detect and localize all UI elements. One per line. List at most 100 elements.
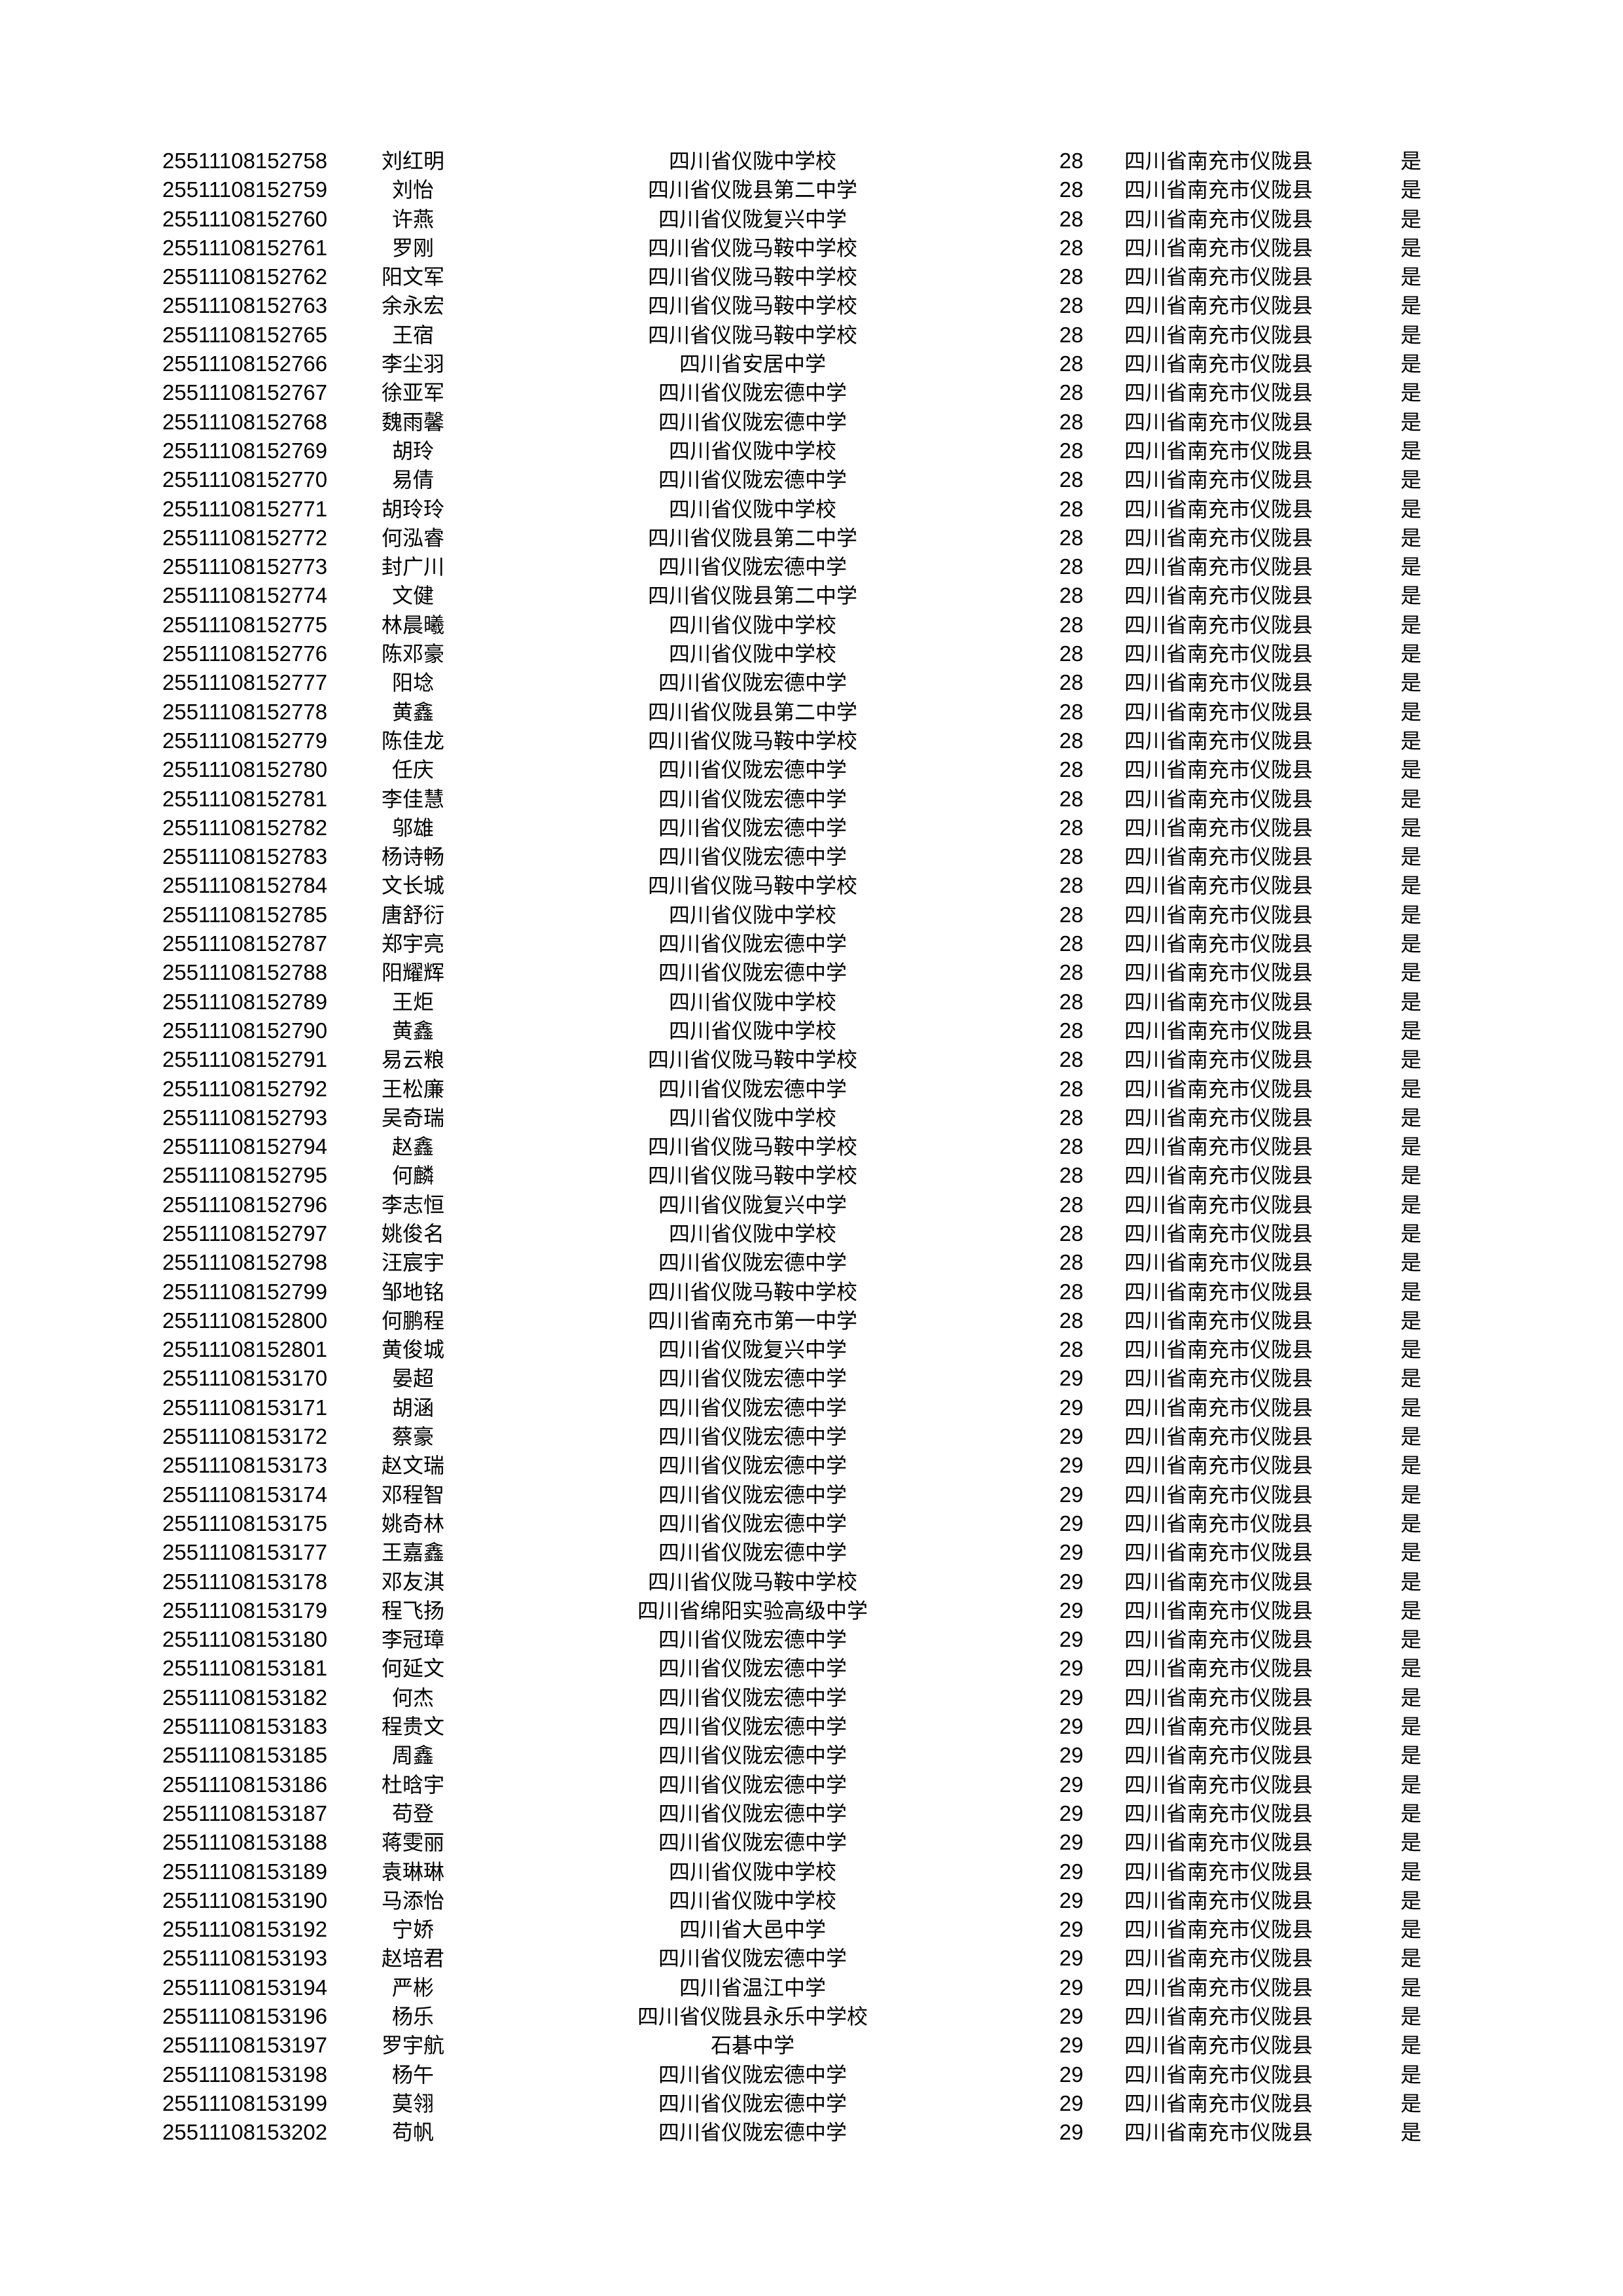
school-cell: 四川省仪陇马鞍中学校 [647,1163,857,1189]
id-cell: 25511108153175 [162,1511,328,1535]
table-row: 25511108152778 黄鑫 四川省仪陇县第二中学 28 四川省南充市仪陇县 是 [0,698,1623,726]
flag-cell: 是 [1400,1946,1422,1971]
name-cell: 罗刚 [391,235,434,260]
table-row: 25511108152780 任庆 四川省仪陇宏德中学 28 四川省南充市仪陇县 是 [0,755,1623,784]
id-cell: 25511108152787 [162,931,328,956]
region-cell: 四川省南充市仪陇县 [1124,1482,1313,1507]
flag-cell: 是 [1400,583,1422,609]
flag-cell: 是 [1400,931,1422,957]
table-row: 25511108153193 赵培君 四川省仪陇宏德中学 29 四川省南充市仪陇县 是 [0,1944,1623,1973]
number-cell: 29 [1059,1569,1084,1594]
number-cell: 28 [1059,1047,1084,1072]
name-cell: 袁琳琳 [381,1859,444,1884]
flag-cell: 是 [1400,1888,1422,1913]
name-cell: 李尘羽 [381,351,444,377]
table-row: 25511108153177 王嘉鑫 四川省仪陇宏德中学 29 四川省南充市仪陇县 是 [0,1538,1623,1567]
number-cell: 29 [1059,1395,1084,1420]
school-cell: 四川省仪陇中学校 [668,1859,836,1884]
name-cell: 严彬 [391,1975,434,2000]
flag-cell: 是 [1400,496,1422,522]
table-row: 25511108152779 陈佳龙 四川省仪陇马鞍中学校 28 四川省南充市仪陇县 是 [0,726,1623,755]
number-cell: 28 [1059,1337,1084,1362]
number-cell: 29 [1059,1685,1084,1710]
name-cell: 蒋雯丽 [381,1830,444,1856]
table-row: 25511108153199 莫翎 四川省仪陇宏德中学 29 四川省南充市仪陇县 是 [0,2089,1623,2118]
id-cell: 25511108152767 [162,380,328,405]
school-cell: 四川省仪陇马鞍中学校 [647,1569,857,1594]
flag-cell: 是 [1400,1859,1422,1884]
school-cell: 四川省仪陇宏德中学 [658,1424,847,1450]
flag-cell: 是 [1400,670,1422,696]
table-row: 25511108152765 王宿 四川省仪陇马鞍中学校 28 四川省南充市仪陇县 是 [0,321,1623,350]
flag-cell: 是 [1400,351,1422,377]
region-cell: 四川省南充市仪陇县 [1124,1975,1313,2000]
name-cell: 杨午 [391,2062,434,2087]
table-row: 25511108153192 宁娇 四川省大邑中学 29 四川省南充市仪陇县 是 [0,1915,1623,1944]
id-cell: 25511108153173 [162,1453,328,1478]
number-cell: 28 [1059,931,1084,956]
id-cell: 25511108152773 [162,554,328,579]
school-cell: 四川省仪陇宏德中学 [658,1366,847,1391]
number-cell: 29 [1059,1366,1084,1391]
table-row: 25511108152781 李佳慧 四川省仪陇宏德中学 28 四川省南充市仪陇县 是 [0,785,1623,814]
record-table: 25511108152758 刘红明 四川省仪陇中学校 28 四川省南充市仪陇县是 255… [0,147,1623,2147]
number-cell: 28 [1059,670,1084,695]
id-cell: 25511108152770 [162,467,328,492]
school-cell: 四川省仪陇马鞍中学校 [647,322,857,348]
region-cell: 四川省南充市仪陇县 [1124,1105,1313,1130]
school-cell: 四川省仪陇宏德中学 [658,467,847,493]
id-cell: 25511108152799 [162,1279,328,1304]
table-row: 25511108152774 文健 四川省仪陇县第二中学 28 四川省南充市仪陇县 是 [0,581,1623,610]
region-cell: 四川省南充市仪陇县 [1124,2090,1313,2116]
school-cell: 四川省仪陇宏德中学 [658,1482,847,1507]
table-row: 25511108152762 阳文军 四川省仪陇马鞍中学校 28 四川省南充市仪陇县 是 [0,262,1623,291]
number-cell: 28 [1059,496,1084,521]
id-cell: 25511108153187 [162,1801,328,1825]
id-cell: 25511108152791 [162,1047,328,1072]
school-cell: 四川省仪陇宏德中学 [658,554,847,580]
school-cell: 四川省仪陇宏德中学 [658,931,847,957]
id-cell: 25511108152789 [162,989,328,1014]
name-cell: 刘怡 [391,177,434,203]
name-cell: 易云粮 [381,1047,444,1073]
school-cell: 四川省仪陇宏德中学 [658,2062,847,2087]
school-cell: 四川省仪陇马鞍中学校 [647,728,857,753]
table-row: 25511108153198 杨午 四川省仪陇宏德中学 29 四川省南充市仪陇县 是 [0,2060,1623,2089]
number-cell: 28 [1059,1279,1084,1304]
id-cell: 25511108153182 [162,1685,328,1710]
id-cell: 25511108153192 [162,1917,328,1942]
name-cell: 杨乐 [391,2004,434,2029]
id-cell: 25511108153193 [162,1946,328,1971]
region-cell: 四川省南充市仪陇县 [1124,1685,1313,1710]
name-cell: 姚奇林 [381,1511,444,1536]
school-cell: 四川省仪陇中学校 [668,1221,836,1246]
region-cell: 四川省南充市仪陇县 [1124,612,1313,637]
region-cell: 四川省南充市仪陇县 [1124,1163,1313,1189]
region-cell: 四川省南充市仪陇县 [1124,438,1313,463]
school-cell: 四川省仪陇中学校 [668,612,836,637]
school-cell: 四川省仪陇宏德中学 [658,786,847,812]
region-cell: 四川省南充市仪陇县 [1124,1511,1313,1536]
region-cell: 四川省南充市仪陇县 [1124,1830,1313,1856]
name-cell: 宁娇 [391,1917,434,1943]
table-row: 25511108152760 许燕 四川省仪陇复兴中学 28 四川省南充市仪陇县 是 [0,205,1623,234]
flag-cell: 是 [1400,1801,1422,1826]
name-cell: 文健 [391,583,434,609]
number-cell: 29 [1059,1627,1084,1652]
id-cell: 25511108152780 [162,757,328,782]
school-cell: 四川省仪陇马鞍中学校 [647,1134,857,1160]
table-row: 25511108153197 罗宇航 石碁中学 29 四川省南充市仪陇县 是 [0,2031,1623,2060]
number-cell: 29 [1059,1859,1084,1884]
region-cell: 四川省南充市仪陇县 [1124,1743,1313,1768]
flag-cell: 是 [1400,2090,1422,2116]
region-cell: 四川省南充市仪陇县 [1124,2033,1313,2058]
region-cell: 四川省南充市仪陇县 [1124,1656,1313,1681]
flag-cell: 是 [1400,873,1422,899]
school-cell: 四川省仪陇宏德中学 [658,1453,847,1479]
flag-cell: 是 [1400,902,1422,927]
region-cell: 四川省南充市仪陇县 [1124,1569,1313,1594]
number-cell: 29 [1059,1511,1084,1535]
region-cell: 四川省南充市仪陇县 [1124,1308,1313,1333]
region-cell: 四川省南充市仪陇县 [1124,1714,1313,1740]
flag-cell: 是 [1400,1975,1422,2000]
